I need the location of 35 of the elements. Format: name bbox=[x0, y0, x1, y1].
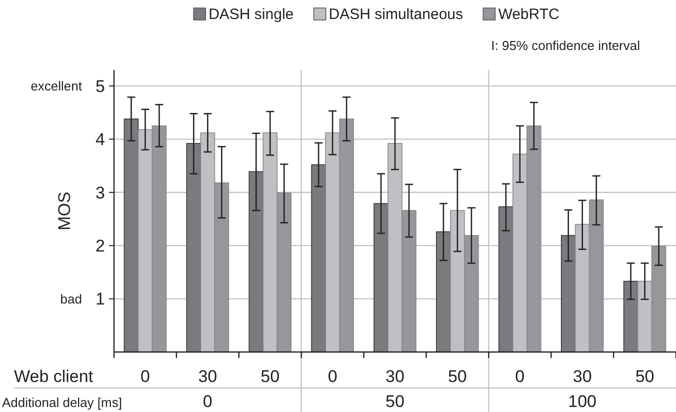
text: 0 bbox=[202, 392, 212, 411]
text: Additional delay [ms] bbox=[2, 395, 122, 410]
y-tick-label: 5 bbox=[96, 76, 105, 96]
y-tick-label: 3 bbox=[96, 183, 105, 202]
x-tick-label: 0 bbox=[140, 367, 150, 386]
bar bbox=[124, 118, 139, 352]
text: I: 95% confidence interval bbox=[491, 38, 640, 53]
x-tick-label: 0 bbox=[328, 367, 338, 386]
x-tick-label: 0 bbox=[515, 367, 525, 386]
y-tick-label: 4 bbox=[96, 130, 105, 150]
text: 100 bbox=[568, 392, 597, 411]
x-tick-label: 50 bbox=[260, 367, 280, 386]
bar bbox=[186, 143, 202, 352]
bar bbox=[623, 280, 638, 352]
x-tick-label: 50 bbox=[635, 367, 654, 386]
y-tick-label: 1 bbox=[96, 290, 105, 309]
legend-label: DASH simultaneous bbox=[328, 6, 464, 23]
bar bbox=[498, 206, 514, 352]
x-tick-label: 30 bbox=[386, 367, 404, 386]
bar bbox=[374, 203, 388, 352]
text: excellent bbox=[30, 78, 82, 94]
legend-label: WebRTC bbox=[498, 6, 560, 23]
y-axis-title: MOS bbox=[55, 192, 74, 230]
bar bbox=[560, 235, 576, 352]
x-tick-label: 30 bbox=[198, 367, 218, 386]
x-tick-label: 30 bbox=[572, 367, 592, 386]
bar bbox=[311, 164, 326, 352]
x-axis-title: Web client bbox=[14, 367, 94, 386]
x-tick-label: 50 bbox=[448, 367, 467, 386]
legend-label: DASH single bbox=[208, 6, 294, 23]
text: 50 bbox=[386, 392, 404, 411]
bar bbox=[436, 231, 451, 352]
y-tick-label: 2 bbox=[96, 236, 105, 256]
bar bbox=[248, 171, 264, 352]
text: bad bbox=[60, 291, 82, 306]
